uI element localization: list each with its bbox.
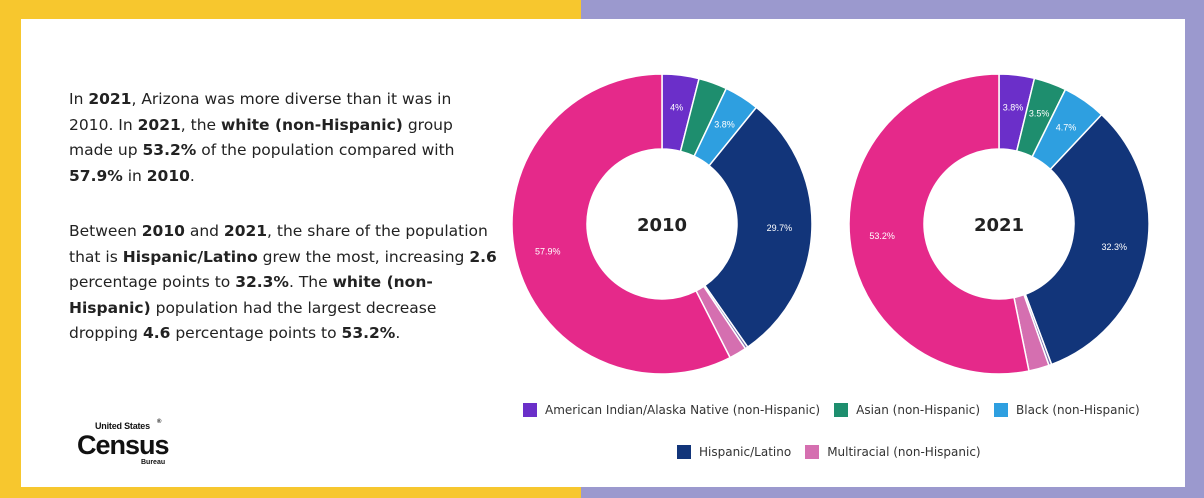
emphasis-text: 2021 — [88, 90, 132, 108]
legend-item[interactable]: Hispanic/Latino — [677, 445, 791, 459]
legend-swatch — [994, 403, 1009, 417]
frame-border-purple-bottom — [581, 487, 1204, 498]
body-text: percentage points to — [170, 324, 342, 343]
legend-swatch — [677, 445, 691, 459]
body-text: , Arizona was more diverse than it was i… — [69, 90, 452, 134]
legend-item[interactable]: American Indian/Alaska Native (non-Hispa… — [523, 403, 820, 417]
legend-label: Multiracial (non-Hispanic) — [827, 445, 981, 459]
legend-label: Asian (non-Hispanic) — [856, 403, 981, 417]
frame-border-yellow-left — [0, 0, 21, 498]
body-text: . — [395, 324, 401, 343]
legend-swatch — [523, 403, 537, 417]
body-text: percentage points to — [69, 273, 236, 292]
frame-border-yellow-bottom — [0, 487, 581, 498]
summary-paragraph-2: Between 2010 and 2021, the share of the … — [69, 219, 499, 347]
census-bureau-logo: United States ® Census Bureau — [77, 419, 187, 471]
body-text: grew the most, increasing — [257, 247, 470, 266]
body-text: In — [69, 90, 89, 108]
legend-label: American Indian/Alaska Native (non-Hispa… — [545, 403, 821, 417]
donut-center-year: 2021 — [974, 215, 1024, 236]
body-text: , the — [180, 115, 221, 134]
emphasis-text: 2010 — [141, 222, 185, 240]
donut-chart-2021: 3.8% 3.5% 4.7% 32.3% 53.2% 2021 — [848, 73, 1150, 375]
legend-label: Black (non-Hispanic) — [1016, 403, 1140, 417]
logo-bottom-text: Bureau — [141, 459, 166, 466]
slice-data-label: 53.2% — [869, 231, 895, 241]
emphasis-text: white (non-Hispanic) — [69, 273, 433, 317]
slice-data-label: 57.9% — [535, 246, 561, 256]
legend-swatch — [805, 445, 820, 459]
emphasis-text: 4.6 — [142, 324, 171, 343]
legend-swatch — [834, 403, 849, 417]
body-text: . The — [288, 273, 333, 292]
donut-chart-2010: 4% 3.8% 29.7% 57.9% 2010 — [511, 73, 813, 375]
emphasis-text: 53.2% — [142, 141, 197, 160]
donut-slice-2010-3[interactable] — [703, 106, 813, 349]
slice-data-label: 3.8% — [1003, 102, 1024, 112]
legend-item[interactable]: Asian (non-Hispanic) — [834, 403, 980, 417]
donut-slice-2021-3[interactable] — [1024, 113, 1150, 366]
slice-data-label: 3.5% — [1029, 109, 1050, 119]
emphasis-text: 2021 — [223, 222, 268, 240]
body-text: . — [189, 166, 195, 185]
emphasis-text: 2010 — [146, 166, 190, 185]
body-text: of the population compared with — [196, 141, 455, 160]
emphasis-text: white (non-Hispanic) — [220, 115, 403, 134]
slice-data-label: 4.7% — [1056, 122, 1077, 132]
body-text: and — [184, 222, 224, 240]
slice-data-label: 32.3% — [1101, 242, 1127, 252]
frame-border-yellow-top — [0, 0, 581, 19]
emphasis-text: 2.6 — [469, 247, 497, 266]
donut-slice-2021-6[interactable] — [848, 73, 1030, 375]
emphasis-text: 32.3% — [235, 273, 289, 292]
body-text: in — [122, 166, 147, 185]
donut-center-year: 2010 — [637, 215, 687, 236]
donut-slice-2010-6[interactable] — [511, 73, 732, 375]
emphasis-text: 57.9% — [69, 166, 123, 185]
slice-data-label: 29.7% — [767, 223, 793, 233]
body-text: Between — [69, 222, 142, 240]
emphasis-text: 2021 — [137, 115, 181, 134]
frame-border-purple-right — [1185, 0, 1204, 498]
legend-item[interactable]: Multiracial (non-Hispanic) — [805, 445, 981, 459]
emphasis-text: Hispanic/Latino — [122, 247, 258, 266]
frame-border-purple-top — [581, 0, 1204, 19]
card-body: In 2021, Arizona was more diverse than i… — [21, 19, 1185, 487]
slice-data-label: 3.8% — [714, 120, 735, 130]
legend-label: Hispanic/Latino — [699, 445, 792, 459]
slice-data-label: 4% — [670, 102, 683, 112]
body-text: group made up — [69, 115, 453, 160]
logo-main-text: Census — [77, 430, 170, 460]
logo-top-text: United States — [95, 421, 150, 431]
summary-paragraph-1: In 2021, Arizona was more diverse than i… — [69, 87, 499, 189]
legend-item[interactable]: Black (non-Hispanic) — [994, 403, 1140, 417]
body-text: population had the largest decrease drop… — [69, 298, 437, 343]
logo-registered-mark: ® — [157, 419, 162, 425]
body-text: , the share of the population that is — [69, 222, 488, 266]
emphasis-text: 53.2% — [341, 324, 396, 343]
